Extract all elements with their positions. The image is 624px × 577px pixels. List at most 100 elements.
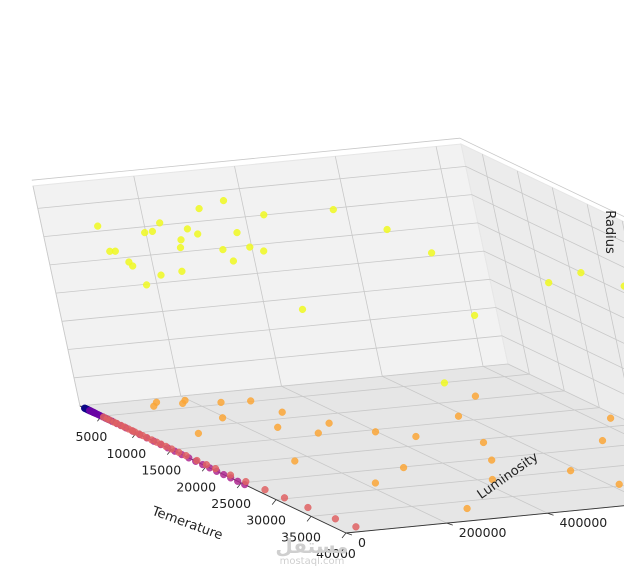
data-point <box>291 457 299 465</box>
pane-left <box>32 143 509 407</box>
data-point <box>175 448 183 456</box>
x-tick-label: 25000 <box>211 496 251 511</box>
data-point <box>178 267 186 275</box>
data-point <box>606 414 615 422</box>
data-point <box>193 456 201 465</box>
data-point <box>261 486 269 494</box>
data-point <box>298 305 307 314</box>
data-point <box>260 247 268 255</box>
data-point <box>352 523 360 531</box>
data-point <box>177 236 185 244</box>
data-point <box>545 279 553 287</box>
data-point <box>278 408 286 416</box>
data-points <box>80 197 624 531</box>
data-point <box>106 247 114 255</box>
data-point <box>233 229 241 237</box>
y-tick-mark <box>446 522 453 526</box>
data-point <box>168 445 176 453</box>
data-point <box>194 429 203 438</box>
data-point <box>220 471 228 479</box>
y-tick-label: 0 <box>358 535 366 550</box>
data-point <box>325 419 333 427</box>
data-point <box>488 456 496 464</box>
y-axis-line <box>345 505 624 534</box>
data-point <box>229 257 238 265</box>
data-point <box>219 246 227 254</box>
data-point <box>463 504 471 513</box>
x-tick-label: 30000 <box>246 513 286 528</box>
data-point <box>471 392 480 400</box>
data-point <box>479 438 488 447</box>
data-point <box>219 197 228 205</box>
axis-panes <box>32 143 624 534</box>
data-point <box>176 244 185 252</box>
y-tick-mark <box>345 532 353 536</box>
data-point <box>247 397 255 405</box>
grid-line-z <box>49 222 624 294</box>
data-point <box>219 414 227 422</box>
data-point <box>471 311 479 320</box>
grid-line-z <box>61 278 624 344</box>
x-tick-mark <box>236 482 242 489</box>
data-point <box>246 243 254 251</box>
data-point <box>329 206 337 214</box>
data-point <box>194 230 202 238</box>
grid-line-z <box>43 194 624 268</box>
data-point <box>304 503 312 512</box>
data-point <box>428 249 436 257</box>
data-point <box>94 222 102 230</box>
data-point <box>150 402 158 410</box>
data-point <box>182 452 190 460</box>
data-point <box>314 429 322 437</box>
data-point <box>280 494 289 502</box>
data-point <box>195 205 203 213</box>
data-point <box>141 229 149 237</box>
y-tick-mark <box>547 512 554 516</box>
data-point <box>454 412 463 420</box>
data-point <box>371 428 380 436</box>
data-point <box>577 269 585 277</box>
data-point <box>217 398 225 407</box>
x-tick-label: 20000 <box>176 479 216 494</box>
data-point <box>211 465 220 473</box>
data-point <box>260 211 268 219</box>
data-point <box>90 408 98 417</box>
grid-line-x <box>241 220 624 484</box>
data-point <box>226 471 235 479</box>
data-point <box>615 480 623 488</box>
grid-line-z <box>73 335 624 395</box>
x-tick-label: 35000 <box>281 529 321 544</box>
grid-line-z <box>37 165 624 243</box>
z-axis-label: Radius <box>602 210 617 254</box>
data-point <box>412 432 420 441</box>
grid-line-z <box>67 307 624 370</box>
x-tick-label: 15000 <box>141 463 181 478</box>
data-point <box>566 467 575 475</box>
grid-line-z <box>79 363 624 420</box>
data-point <box>598 437 607 445</box>
x-tick-label: 10000 <box>106 446 146 461</box>
grid-line-x <box>276 465 624 500</box>
x-tick-mark <box>306 516 312 522</box>
data-point <box>179 399 187 408</box>
y-tick-label: 200000 <box>459 525 507 540</box>
data-point <box>148 227 157 236</box>
data-point <box>183 225 192 233</box>
pane-back <box>460 143 624 420</box>
data-point <box>274 423 282 431</box>
data-point <box>242 478 250 486</box>
grid-line-x <box>311 485 624 517</box>
grid-line-z <box>55 250 624 319</box>
data-point <box>156 219 164 227</box>
data-point <box>383 225 391 234</box>
watermark-url: mostaql.com <box>280 556 345 567</box>
watermark-logo: مستقل <box>275 534 348 558</box>
x-tick-label: 5000 <box>75 429 107 444</box>
data-point <box>125 258 133 266</box>
x-tick-label: 40000 <box>316 546 356 561</box>
data-point <box>620 282 624 290</box>
data-point <box>488 475 497 484</box>
